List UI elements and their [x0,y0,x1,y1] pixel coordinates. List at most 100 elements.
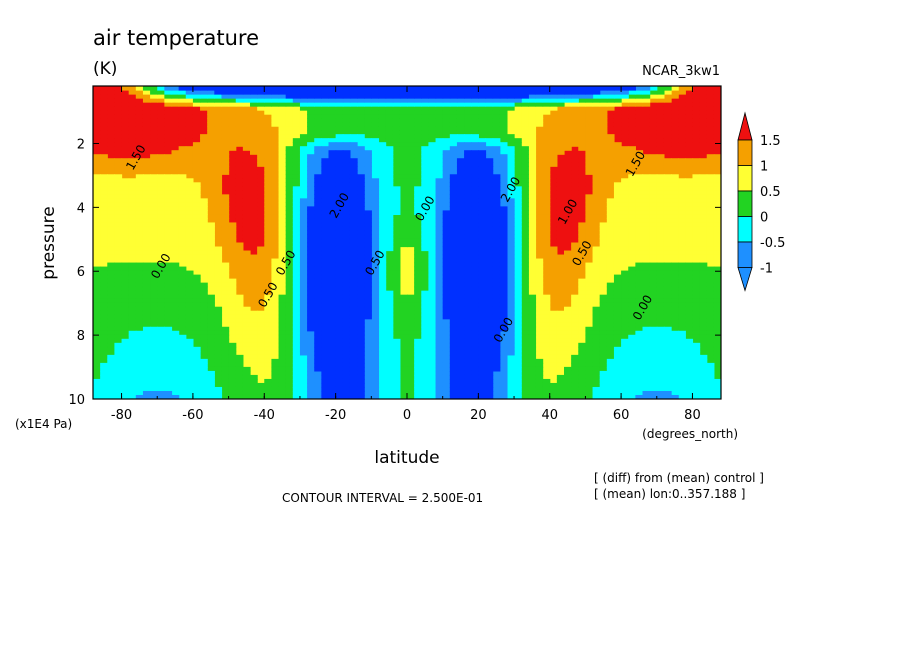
field-cell [164,134,173,139]
field-cell [414,222,422,228]
field-cell [649,314,658,320]
field-cell [228,338,237,344]
field-cell [414,366,422,372]
field-cell [264,234,273,240]
field-cell [157,386,165,392]
field-cell [606,122,615,127]
field-cell [221,342,230,348]
field-cell [185,294,194,300]
field-cell [114,374,123,380]
field-cell [128,202,137,207]
field-cell [292,206,301,211]
field-cell [135,126,144,131]
field-cell [385,310,394,316]
field-cell [178,222,187,228]
field-cell [207,370,215,376]
field-cell [299,114,308,119]
field-cell [114,206,123,211]
field-cell [692,298,701,304]
field-cell [585,374,594,380]
field-cell [271,230,280,236]
field-cell [656,158,665,163]
field-cell [642,230,651,236]
field-cell [692,154,701,159]
field-cell [585,294,594,300]
field-cell [671,314,679,320]
field-cell [571,334,579,340]
field-cell [628,274,636,280]
field-cell [257,338,265,344]
field-cell [606,254,615,260]
field-cell [428,166,437,171]
field-cell [521,318,529,324]
field-cell [378,150,387,155]
field-cell [592,150,601,155]
field-cell [178,234,187,240]
field-cell [392,334,401,340]
field-cell [692,142,701,147]
field-cell [257,246,265,252]
field-cell [421,166,430,171]
field-cell [663,158,672,163]
field-cell [178,286,187,292]
field-cell [564,126,572,131]
field-cell [200,110,208,115]
field-cell [271,166,280,171]
field-cell [656,90,665,95]
field-cell [257,394,265,399]
field-cell [407,314,415,320]
field-cell [200,174,208,179]
field-cell [699,274,708,280]
field-cell [378,350,387,356]
field-cell [385,350,394,356]
field-cell [492,130,501,135]
field-cell [592,278,601,284]
field-cell [621,310,629,316]
field-cell [613,234,622,240]
field-cell [221,318,230,324]
field-cell [271,362,280,368]
field-cell [521,306,529,312]
field-cell [649,166,658,171]
field-cell [407,118,415,123]
field-cell [428,242,437,248]
field-cell [528,194,537,199]
field-cell [399,118,408,123]
field-cell [535,138,544,143]
field-cell [192,138,201,143]
field-cell [535,170,544,175]
field-cell [435,150,444,155]
field-cell [571,218,579,224]
field-cell [713,294,721,300]
field-cell [692,242,701,248]
field-cell [214,374,223,380]
field-cell [592,202,601,207]
field-cell [135,262,144,268]
field-cell [114,286,123,292]
field-cell [556,350,565,356]
field-cell [214,326,223,332]
field-cell [556,250,565,256]
field-cell [549,362,558,368]
field-cell [699,118,708,123]
field-cell [128,282,137,288]
field-cell [699,306,708,312]
field-cell [228,354,237,360]
field-cell [685,130,694,135]
field-cell [185,166,194,171]
field-cell [100,262,108,268]
field-cell [100,290,108,296]
field-cell [678,106,686,111]
field-cell [414,326,422,332]
field-cell [150,174,158,179]
field-cell [299,142,308,147]
field-cell [599,170,608,175]
field-cell [606,118,615,123]
field-cell [699,278,708,284]
field-cell [699,158,708,163]
field-cell [407,202,415,207]
field-cell [621,186,629,191]
field-cell [663,290,672,296]
field-cell [228,262,237,268]
field-cell [271,170,280,175]
